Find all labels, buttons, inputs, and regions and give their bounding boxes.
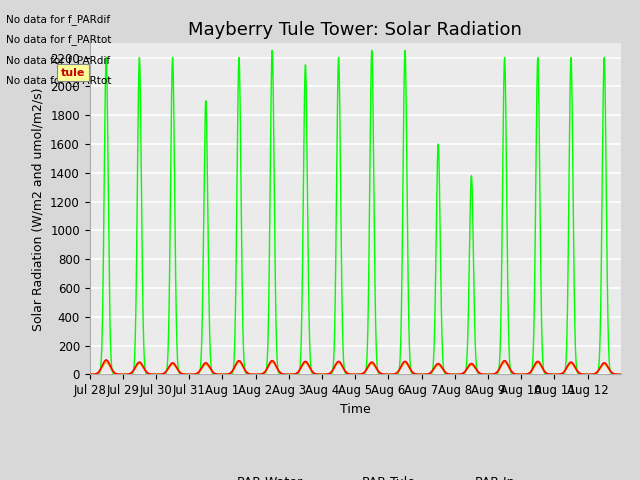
Text: No data for f_PARdif: No data for f_PARdif xyxy=(6,55,111,66)
Legend: PAR Water, PAR Tule, PAR In: PAR Water, PAR Tule, PAR In xyxy=(191,471,520,480)
Text: No data for f_PARtot: No data for f_PARtot xyxy=(6,35,112,46)
Text: No data for f_PARtot: No data for f_PARtot xyxy=(6,75,112,86)
Title: Mayberry Tule Tower: Solar Radiation: Mayberry Tule Tower: Solar Radiation xyxy=(188,21,522,39)
Y-axis label: Solar Radiation (W/m2 and umol/m2/s): Solar Radiation (W/m2 and umol/m2/s) xyxy=(31,87,45,331)
Text: tule: tule xyxy=(61,68,85,78)
Text: No data for f_PARdif: No data for f_PARdif xyxy=(6,14,111,25)
X-axis label: Time: Time xyxy=(340,403,371,416)
